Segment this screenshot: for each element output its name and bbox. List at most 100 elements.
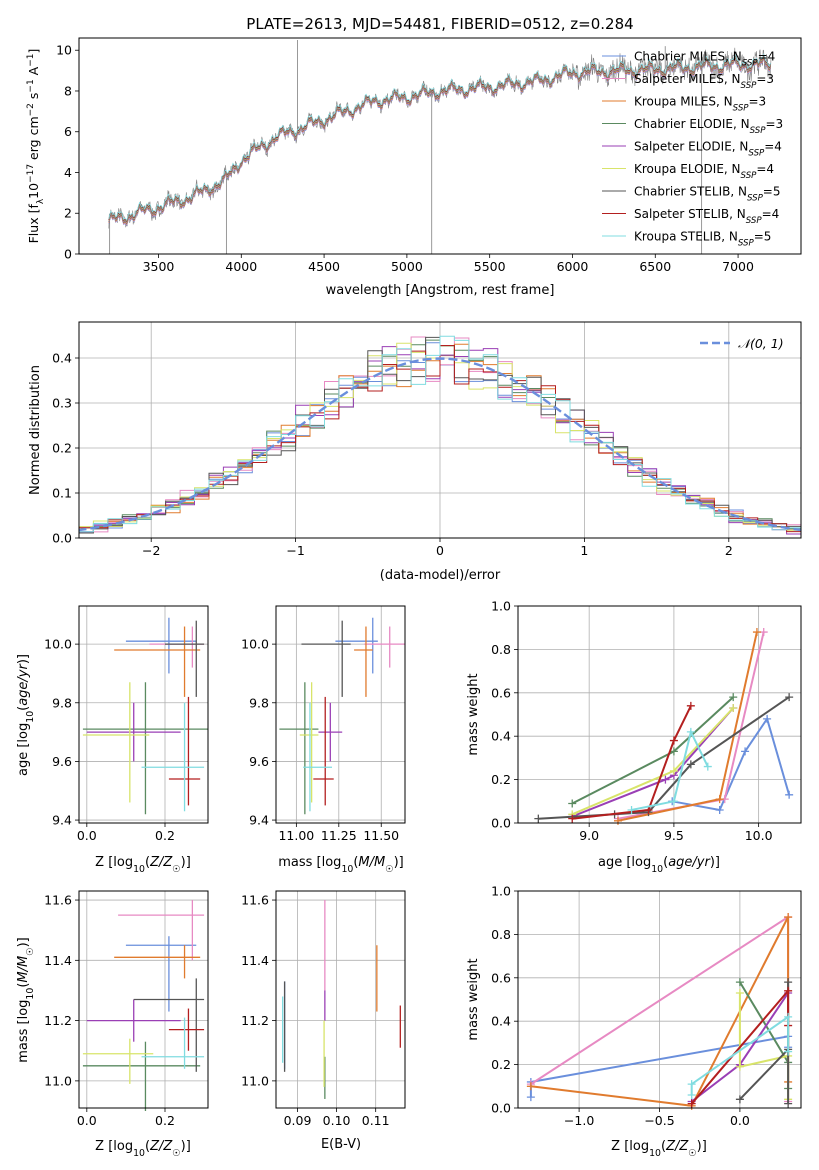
x-tick-label: 9.5 xyxy=(664,828,684,843)
y-tick-label: 11.4 xyxy=(241,953,269,968)
y-tick-label: 0.1 xyxy=(52,486,72,501)
weight-marker-kroupa-stelib xyxy=(627,805,636,814)
weight-marker-kroupa-miles xyxy=(715,795,724,804)
weight-marker-salpeter-stelib xyxy=(669,736,678,745)
y-axis-label: mass weight xyxy=(466,673,481,755)
y-tick-label: 0.8 xyxy=(491,927,511,942)
axes-frame xyxy=(517,605,802,824)
weight-marker-chabrier-elodie xyxy=(735,978,744,987)
y-tick-label: 0.8 xyxy=(491,642,511,657)
weight-marker-kroupa-elodie xyxy=(729,703,738,712)
y-tick-label: 11.0 xyxy=(241,1073,269,1088)
legend: Chabrier MILES, NSSP=4 Salpeter MILES, NS… xyxy=(602,50,783,249)
weight-marker-chabrier-miles xyxy=(741,747,750,756)
y-axis-label: mass [log10(M/M☉)] xyxy=(16,937,36,1063)
y-tick-label: 9.8 xyxy=(249,695,269,710)
y-tick-label: 4 xyxy=(64,165,72,180)
weight-marker-chabrier-elodie xyxy=(729,693,738,702)
weight-line-kroupa-miles xyxy=(617,631,758,822)
x-axis-label: (data-model)/error xyxy=(380,568,501,583)
plot-area xyxy=(108,40,772,254)
y-tick-label: 0.2 xyxy=(52,441,72,456)
axes-age_vs_Z: 0.0 0.2 9.4 9.6 9.8 10.0 Z [log10(Z/Z☉)] age [l… xyxy=(16,605,209,875)
weight-marker-salpeter-stelib xyxy=(784,986,793,995)
axes-frame xyxy=(78,37,802,255)
y-tick-label: 8 xyxy=(64,83,72,98)
axes-weight_vs_Z: −1.0 −0.5 0.0 0.0 0.2 0.4 0.6 0.8 1.0 mass weight… xyxy=(466,884,802,1159)
x-tick-label: −0.5 xyxy=(644,1113,674,1128)
y-tick-label: 0.0 xyxy=(52,531,72,546)
x-tick-label: 11.25 xyxy=(321,828,357,843)
x-tick-label: 0.09 xyxy=(284,1113,312,1128)
ticks: 0.0 0.2 11.0 11.2 11.4 11.6 xyxy=(44,893,175,1128)
weight-line-kroupa-stelib xyxy=(690,1014,790,1095)
weight-marker-kroupa-stelib xyxy=(703,762,712,771)
weight-line-chabrier-stelib xyxy=(538,696,790,820)
axes-residuals: −2 −1 0 1 2 0.0 0.1 0.2 0.3 0.4 (data-model)/error… xyxy=(28,321,802,583)
ticks: 0.0 0.2 9.4 9.6 9.8 10.0 xyxy=(44,637,175,843)
axes-frame xyxy=(275,890,406,1109)
x-tick-label: 7000 xyxy=(722,259,754,274)
weight-marker-kroupa-elodie xyxy=(669,766,678,775)
x-tick-label: 4500 xyxy=(308,259,340,274)
histogram-kroupa-stelib xyxy=(79,335,801,536)
weight-marker-kroupa-miles xyxy=(784,913,793,922)
weight-marker-chabrier-elodie xyxy=(568,799,577,808)
x-tick-label: −2 xyxy=(142,543,160,558)
y-tick-label: 0.0 xyxy=(491,1101,511,1116)
y-tick-label: 11.2 xyxy=(44,1013,72,1028)
x-tick-label: 0.0 xyxy=(77,1113,97,1128)
weight-marker-salpeter-stelib xyxy=(686,701,695,710)
weight-marker-chabrier-miles xyxy=(526,1093,535,1102)
x-tick-label: 0.2 xyxy=(155,828,175,843)
weight-marker-salpeter-stelib xyxy=(568,814,577,823)
weight-marker-salpeter-miles xyxy=(759,628,768,637)
y-tick-label: 0.3 xyxy=(52,396,72,411)
x-tick-label: 9.0 xyxy=(579,828,599,843)
x-axis-label: mass [log10(M/M☉)] xyxy=(278,855,404,875)
grid xyxy=(79,606,208,823)
ticks: 11.00 11.25 11.50 9.4 9.6 9.8 10.0 xyxy=(241,637,399,843)
weight-marker-chabrier-stelib xyxy=(534,814,543,823)
weight-marker-chabrier-miles xyxy=(715,805,724,814)
axes-weight_vs_age: 9.0 9.5 10.0 0.0 0.2 0.4 0.6 0.8 1.0 mass weight a… xyxy=(466,599,802,875)
weight-line-salpeter-stelib xyxy=(572,705,692,820)
y-axis-label: age [log10(age/yr)] xyxy=(16,654,36,776)
x-tick-label: 0.0 xyxy=(77,828,97,843)
axes-age_vs_mass: 11.00 11.25 11.50 9.4 9.6 9.8 10.0 mass [log10(… xyxy=(241,605,406,875)
y-tick-label: 11.6 xyxy=(44,893,72,908)
x-tick-label: 3500 xyxy=(143,259,175,274)
legend-label-chabrier-elodie: Chabrier ELODIE, NSSP=3 xyxy=(634,117,783,136)
plot-area xyxy=(82,900,205,1112)
y-axis-label: Normed distribution xyxy=(28,365,43,495)
x-axis-label: wavelength [Angstrom, rest frame] xyxy=(326,283,555,298)
y-tick-label: 0 xyxy=(64,247,72,262)
y-tick-label: 10 xyxy=(56,43,72,58)
y-tick-label: 9.6 xyxy=(249,754,269,769)
weight-marker-chabrier-miles xyxy=(785,790,794,799)
weight-marker-salpeter-stelib xyxy=(687,1099,696,1108)
x-tick-label: 0.10 xyxy=(323,1113,351,1128)
x-axis-label: Z [log10(Z/Z☉)] xyxy=(95,855,191,875)
y-tick-label: 1.0 xyxy=(491,884,511,899)
ticks: −1.0 −0.5 0.0 0.0 0.2 0.4 0.6 0.8 1.0 xyxy=(491,884,750,1129)
y-tick-label: 9.4 xyxy=(52,813,72,828)
legend-label-chabrier-miles: Chabrier MILES, NSSP=4 xyxy=(634,50,775,69)
x-tick-label: 6000 xyxy=(557,259,589,274)
y-tick-label: 0.4 xyxy=(491,1014,511,1029)
grid xyxy=(518,605,801,824)
axes-frame xyxy=(78,890,209,1109)
x-tick-label: 2 xyxy=(725,543,733,558)
figure-title: PLATE=2613, MJD=54481, FIBERID=0512, z=0… xyxy=(246,15,633,33)
weight-marker-kroupa-miles xyxy=(526,1082,535,1091)
weight-marker-chabrier-stelib xyxy=(784,1099,793,1108)
weight-marker-chabrier-stelib xyxy=(735,1095,744,1104)
y-tick-label: 0.6 xyxy=(491,685,511,700)
legend-label-salpeter-elodie: Salpeter ELODIE, NSSP=4 xyxy=(634,140,782,159)
weight-marker-kroupa-elodie xyxy=(735,1062,744,1071)
x-axis-label: age [log10(age/yr)] xyxy=(598,855,720,875)
y-axis-label: Flux [fλ10−17 erg cm−2 s−1 A−1] xyxy=(26,49,46,244)
legend: 𝒩(0, 1) xyxy=(700,336,784,351)
x-tick-label: 5500 xyxy=(474,259,506,274)
weight-marker-chabrier-stelib xyxy=(785,693,794,702)
